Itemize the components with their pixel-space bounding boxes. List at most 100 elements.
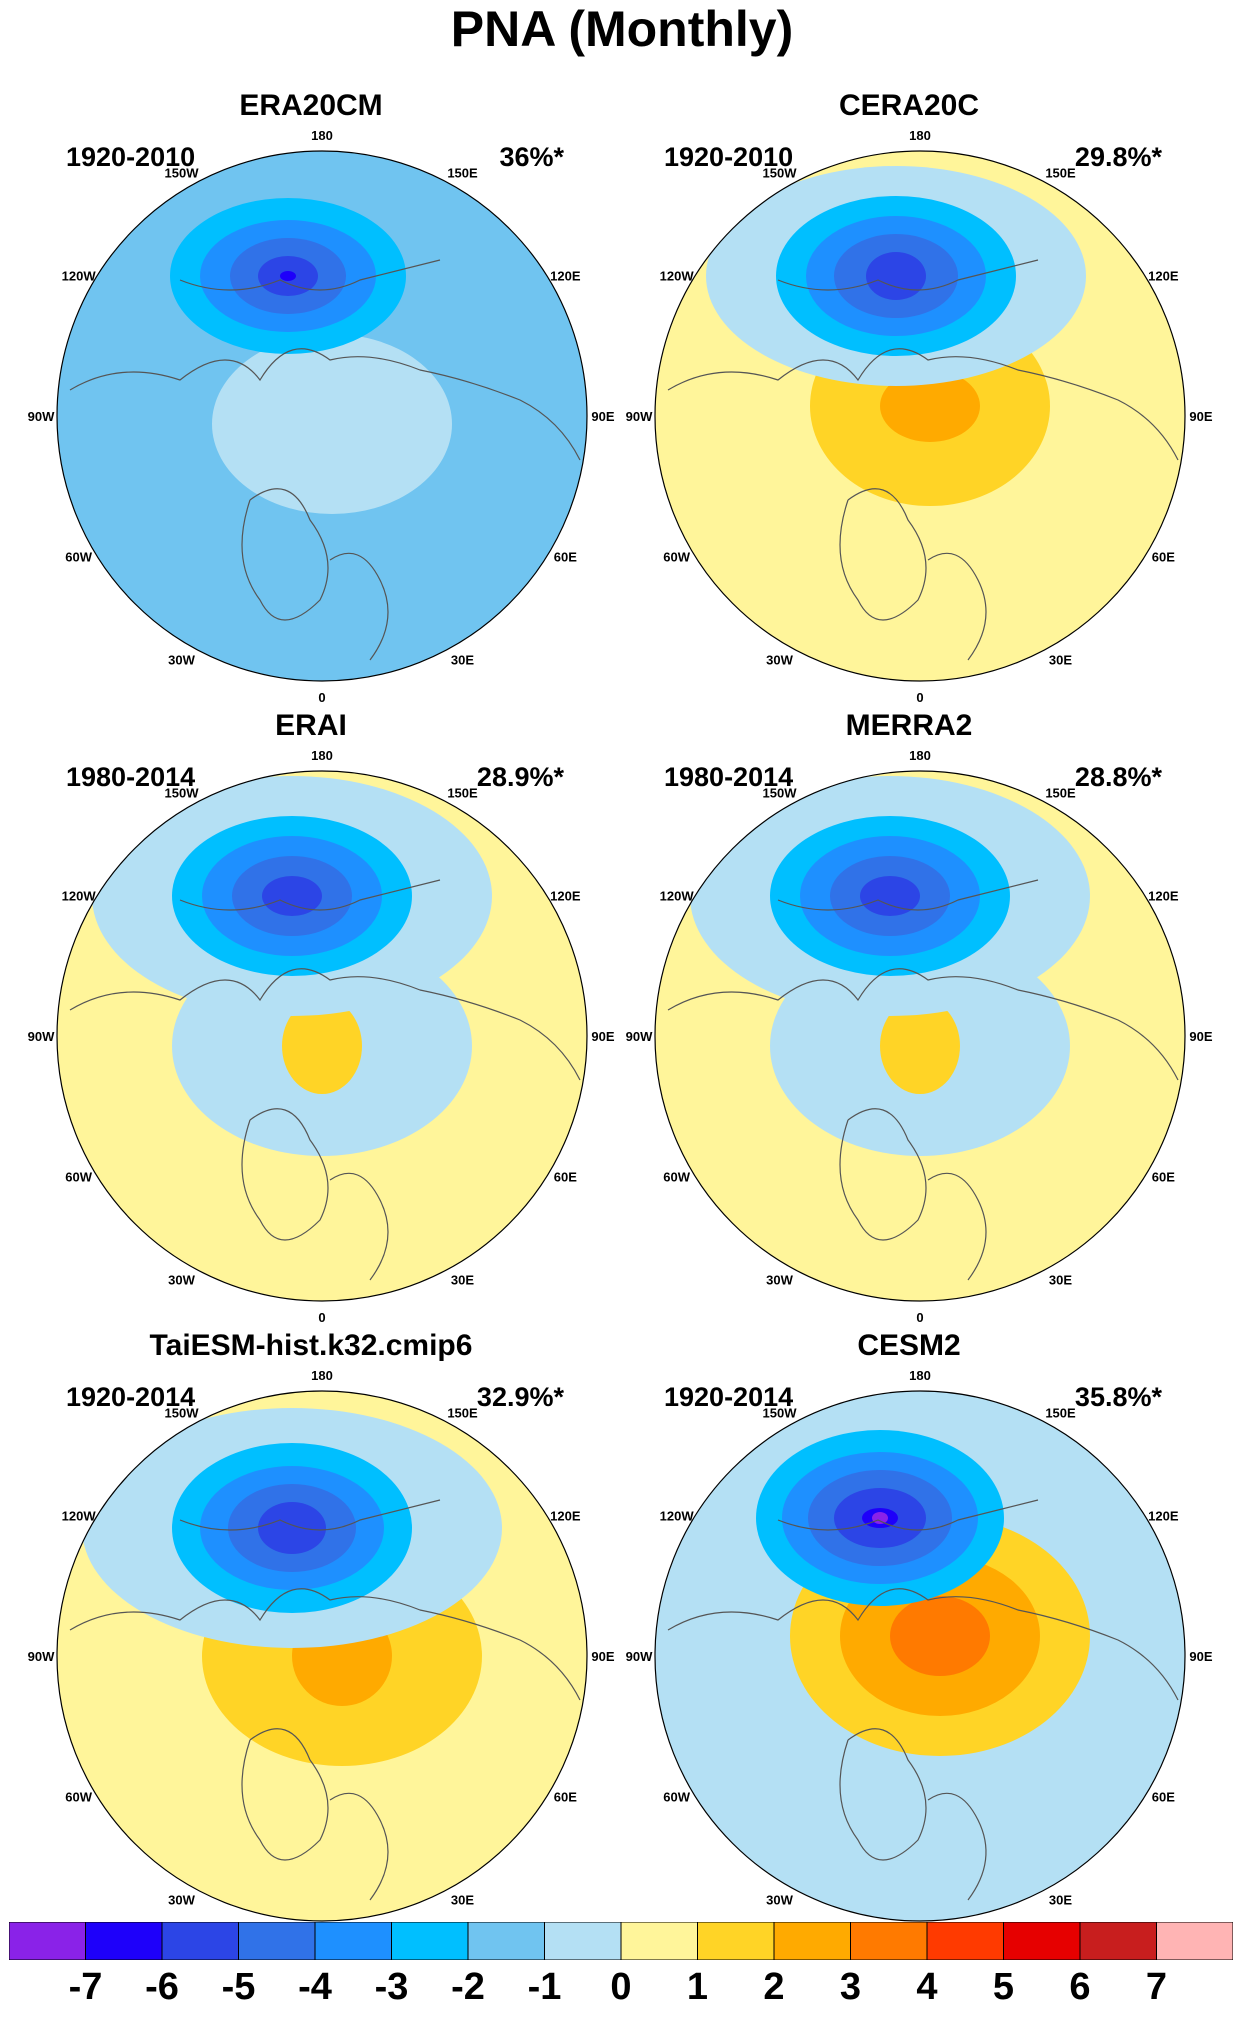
longitude-label: 30E: [1049, 652, 1072, 667]
period-label: 1920-2014: [66, 1382, 196, 1412]
longitude-label: 90E: [1189, 409, 1212, 424]
colorbar-swatch: [697, 1922, 775, 1960]
longitude-label: 90W: [626, 1029, 653, 1044]
colorbar-swatch: [161, 1922, 239, 1960]
longitude-label: 30W: [168, 652, 195, 667]
coastline: [927, 552, 987, 661]
colorbar-swatch: [773, 1922, 851, 1960]
coastline: [667, 1588, 1179, 1701]
period-label: 1980-2014: [664, 762, 794, 792]
longitude-label: 120W: [62, 269, 97, 284]
coastline: [839, 488, 927, 621]
longitude-label: 30E: [1049, 1272, 1072, 1287]
anomaly-field: [655, 151, 1185, 681]
colorbar-swatch: [9, 1922, 86, 1960]
colorbar-tick-label: 2: [763, 1966, 785, 2008]
map-panel-cesm2: 180 150E 120E 90E 60E 30E 0 30W 60W 90W 120W 150W C…: [598, 1240, 1220, 1945]
colorbar-swatch: [314, 1922, 392, 1960]
longitude-label: 60W: [65, 1170, 92, 1185]
variance-label: 28.9%*: [476, 762, 564, 792]
coastline: [777, 1499, 1039, 1531]
negative-anomaly-contour: [866, 252, 926, 300]
anomaly-field: [57, 771, 587, 1301]
period-label: 1920-2014: [664, 1382, 794, 1412]
longitude-label: 150E: [447, 786, 478, 801]
longitude-label: 150W: [763, 786, 798, 801]
coastline: [329, 1792, 389, 1901]
longitude-label: 120E: [550, 269, 581, 284]
longitude-label: 120E: [1148, 1509, 1179, 1524]
coastlines: [69, 259, 581, 661]
coastlines: [69, 879, 581, 1281]
longitude-label: 120E: [550, 1509, 581, 1524]
coastline: [839, 1728, 927, 1861]
longitude-label: 150E: [1045, 786, 1076, 801]
longitude-label: 90W: [28, 1649, 55, 1664]
variance-label: 35.8%*: [1074, 1382, 1162, 1412]
coastlines: [667, 879, 1179, 1281]
coastline: [241, 1108, 329, 1241]
longitude-label: 30E: [451, 1892, 474, 1907]
anomaly-field: [57, 151, 587, 681]
coastline: [69, 1588, 581, 1701]
longitude-label: 90W: [626, 1649, 653, 1664]
colorbar: [9, 1922, 1233, 1960]
map-panel-merra2: 180 150E 120E 90E 60E 30E 0 30W 60W 90W 120W 150W M…: [598, 620, 1220, 1325]
colorbar-tick-label: 0: [610, 1966, 632, 2008]
coastline: [329, 1172, 389, 1281]
map-panel-taiesm: 180 150E 120E 90E 60E 30E 0 30W 60W 90W 120W 150W T…: [0, 1240, 622, 1945]
colorbar-swatch: [238, 1922, 316, 1960]
longitude-label: 150E: [1045, 166, 1076, 181]
coastlines: [667, 259, 1179, 661]
longitude-label: 90E: [1189, 1649, 1212, 1664]
longitude-label: 0: [916, 1310, 923, 1325]
panel-title: CESM2: [857, 1329, 961, 1362]
variance-label: 29.8%*: [1074, 142, 1162, 172]
longitude-label: 180: [311, 748, 333, 763]
variance-label: 32.9%*: [476, 1382, 564, 1412]
longitude-label: 90E: [591, 409, 614, 424]
coastline: [839, 1108, 927, 1241]
longitude-label: 60W: [65, 1790, 92, 1805]
longitude-label: 60E: [1152, 1790, 1175, 1805]
longitude-label: 60W: [663, 550, 690, 565]
panel-title: TaiESM-hist.k32.cmip6: [149, 1329, 473, 1362]
coastline: [241, 488, 329, 621]
map-panel-erai: 180 150E 120E 90E 60E 30E 0 30W 60W 90W 120W 150W E…: [0, 620, 622, 1325]
coastline: [667, 348, 1179, 461]
coastline: [69, 348, 581, 461]
coastline: [777, 879, 1039, 911]
coastline: [241, 1728, 329, 1861]
coastline: [179, 259, 441, 291]
map-border: [654, 150, 1186, 682]
panel-title: MERRA2: [845, 709, 973, 742]
colorbar-swatch: [620, 1922, 698, 1960]
figure-title: PNA (Monthly): [450, 1, 794, 57]
coastline: [927, 1172, 987, 1281]
coastline: [179, 879, 441, 911]
negative-anomaly-contour: [262, 876, 322, 916]
longitude-label: 180: [909, 748, 931, 763]
colorbar-tick-label: -7: [68, 1966, 103, 2008]
longitude-label: 120W: [660, 269, 695, 284]
longitude-label: 60W: [663, 1790, 690, 1805]
longitude-label: 60W: [663, 1170, 690, 1185]
colorbar-tick-label: 6: [1069, 1966, 1091, 2008]
coastline: [329, 552, 389, 661]
longitude-label: 30W: [766, 1892, 793, 1907]
longitude-label: 150E: [1045, 1406, 1076, 1421]
anomaly-field: [655, 1391, 1185, 1921]
map-panel-era20cm: 180 150E 120E 90E 60E 30E 0 30W 60W 90W 120W 150W E…: [0, 0, 622, 705]
colorbar-tick-label: 1: [686, 1966, 709, 2008]
longitude-label: 120W: [660, 889, 695, 904]
coastline: [667, 968, 1179, 1081]
colorbar-tick-label: -2: [451, 1966, 485, 2008]
longitude-label: 150W: [763, 1406, 798, 1421]
positive-anomaly-contour: [212, 334, 452, 514]
longitude-label: 150E: [447, 1406, 478, 1421]
longitude-label: 90W: [28, 1029, 55, 1044]
positive-anomaly-contour: [282, 998, 362, 1094]
colorbar-swatch: [544, 1922, 622, 1960]
